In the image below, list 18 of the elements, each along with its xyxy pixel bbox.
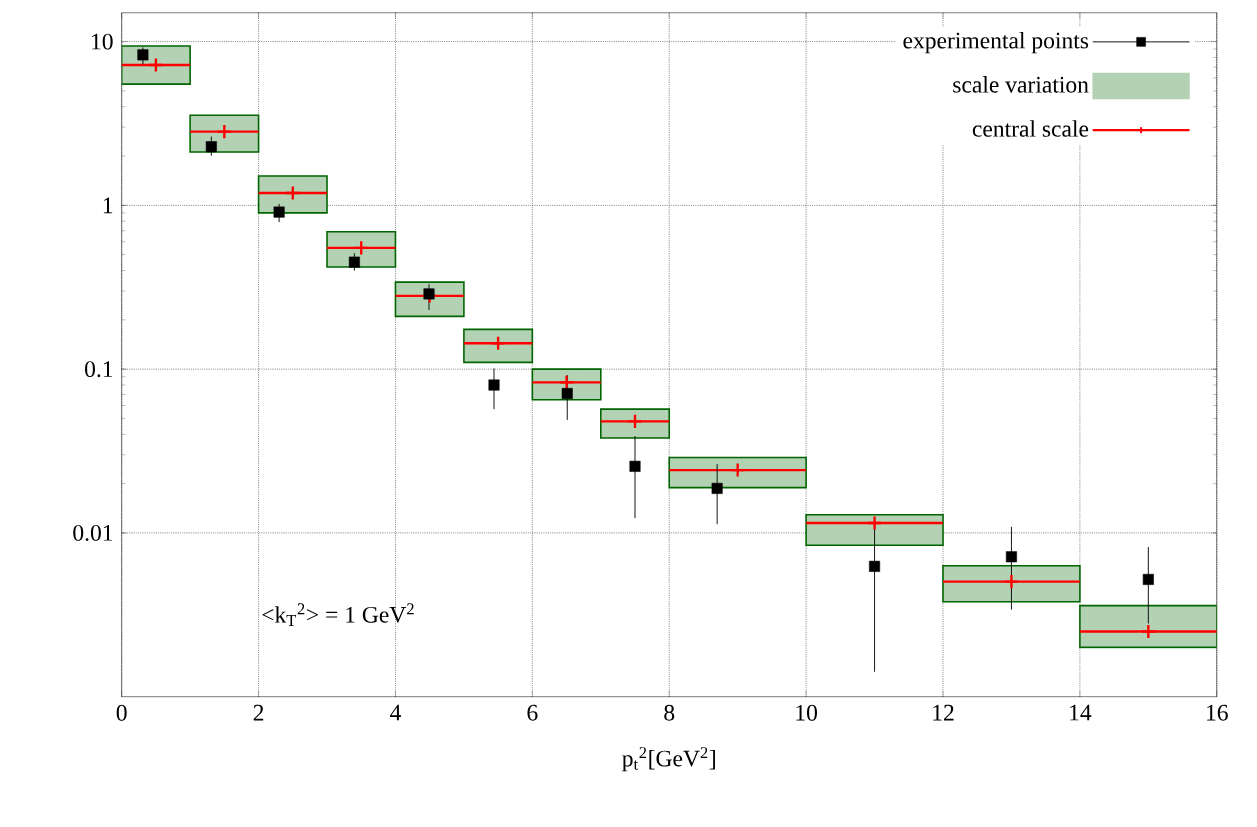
x-tick-label: 12	[933, 704, 954, 721]
x-tick-label: 8	[664, 704, 675, 721]
y-tick-label: 1	[103, 197, 113, 214]
x-tick-label: 2	[253, 704, 264, 721]
x-tick-label: 16	[1207, 704, 1228, 721]
y-tick-label: 0.1	[85, 361, 113, 378]
annotation: <k$_{T}$$^{2}$> = 1 GeV$^{2}$	[262, 603, 414, 626]
x-tick-label: 4	[390, 704, 401, 721]
y-tick-label: 10	[92, 33, 113, 50]
x-tick-label: 6	[527, 704, 538, 721]
x-tick-label: 14	[1070, 704, 1092, 721]
legend-label: scale variation	[953, 75, 1089, 93]
legend-label: central scale	[972, 120, 1089, 137]
x-axis-title: p$_{t}$$^{2}$[GeV$^{2}$]	[622, 747, 715, 772]
legend-label: experimental points	[903, 31, 1089, 54]
x-tick-label: 10	[796, 704, 817, 721]
y-tick-label: 0.01	[73, 524, 113, 541]
x-tick-label: 0	[116, 704, 127, 721]
